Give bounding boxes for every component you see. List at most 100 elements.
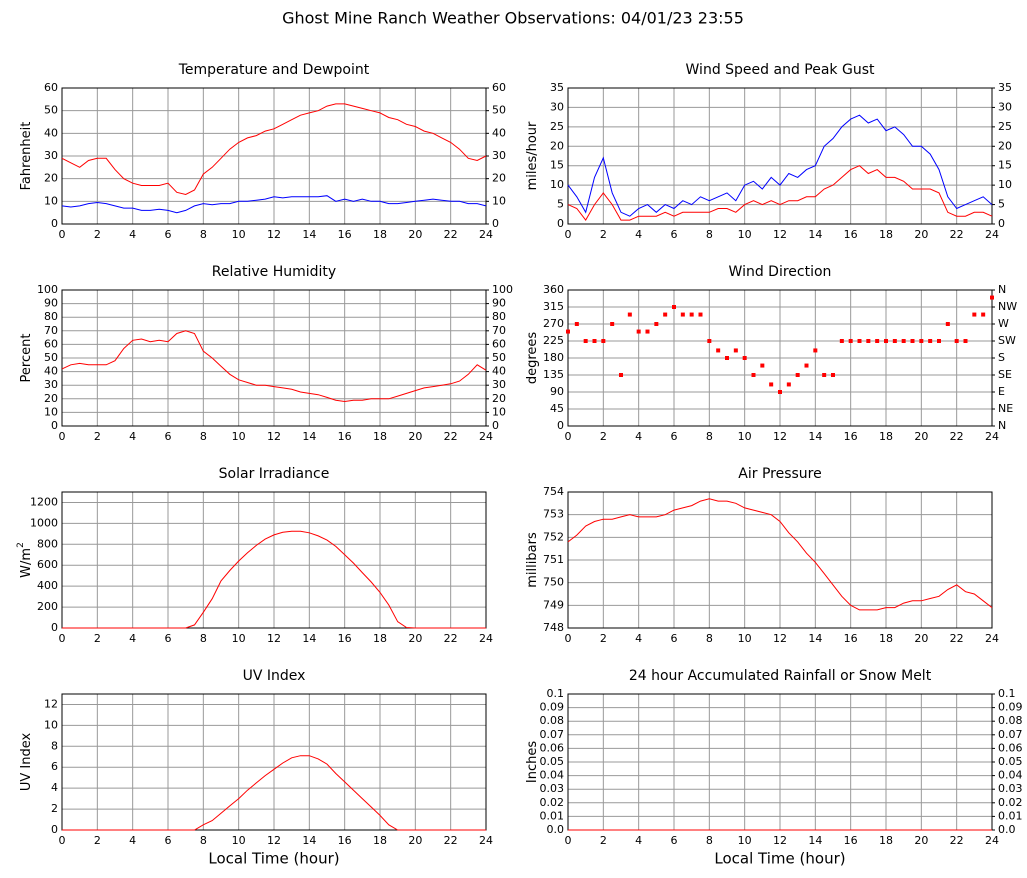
x-tick-label: 12: [267, 228, 281, 241]
x-tick-label: 4: [129, 430, 136, 443]
x-tick-label: 2: [600, 834, 607, 847]
y2-tick-label: 15: [998, 159, 1012, 172]
x-tick-label: 24: [985, 430, 999, 443]
y2-tick-label: N: [998, 419, 1006, 432]
x-tick-label: 0: [565, 834, 572, 847]
x-tick-label: 18: [373, 632, 387, 645]
chart-title: UV Index: [243, 668, 306, 684]
x-tick-label: 20: [914, 228, 928, 241]
data-point: [866, 339, 871, 343]
x-tick-label: 6: [671, 228, 678, 241]
y2-tick-label: 90: [492, 297, 506, 310]
x-tick-label: 22: [444, 834, 458, 847]
y2-tick-label: 20: [492, 392, 506, 405]
y2-tick-label: 0.04: [998, 769, 1023, 782]
x-tick-label: 10: [232, 228, 246, 241]
x-tick-label: 16: [844, 228, 858, 241]
x-tick-label: 4: [129, 228, 136, 241]
y-axis-label: UV Index: [19, 733, 34, 792]
data-point: [619, 373, 623, 377]
y-tick-label: 60: [44, 337, 58, 350]
y-tick-label: 600: [37, 558, 58, 571]
y-tick-label: 50: [44, 351, 58, 364]
y-tick-label: 754: [543, 485, 564, 498]
x-tick-label: 20: [914, 430, 928, 443]
x-tick-label: 12: [773, 632, 787, 645]
data-point: [848, 339, 853, 343]
y-tick-label: 749: [543, 598, 564, 611]
x-tick-label: 0: [59, 430, 66, 443]
data-point: [945, 322, 950, 326]
data-point: [654, 322, 659, 326]
y-tick-label: 0.1: [547, 687, 565, 700]
y-tick-label: 5: [557, 198, 564, 211]
y-tick-label: 6: [51, 760, 58, 773]
y-tick-label: 100: [37, 283, 58, 296]
y-axis-label: W/m2: [16, 542, 34, 578]
data-point: [795, 373, 800, 377]
y2-tick-label: NW: [998, 300, 1017, 313]
y-tick-label: 0: [51, 823, 58, 836]
y-tick-label: 80: [44, 310, 58, 323]
x-tick-label: 0: [565, 430, 572, 443]
y2-tick-label: 0: [998, 217, 1005, 230]
x-tick-label: 18: [879, 834, 893, 847]
x-tick-label: 18: [879, 632, 893, 645]
x-tick-label: 14: [302, 430, 316, 443]
x-tick-label: 4: [635, 228, 642, 241]
y-tick-label: 30: [44, 378, 58, 391]
x-tick-label: 24: [985, 834, 999, 847]
x-tick-label: 16: [338, 228, 352, 241]
x-tick-label: 22: [444, 430, 458, 443]
x-tick-label: 20: [408, 228, 422, 241]
y2-tick-label: N: [998, 283, 1006, 296]
y-tick-label: 10: [44, 194, 58, 207]
y-axis-label-text: UV Index: [19, 733, 34, 792]
y-tick-label: 751: [543, 553, 564, 566]
y2-tick-label: 0.05: [998, 755, 1023, 768]
y-axis-label-sup: 2: [16, 542, 26, 548]
data-point: [760, 363, 765, 368]
y2-tick-label: E: [998, 385, 1005, 398]
data-line: [62, 530, 486, 629]
y-tick-label: 8: [51, 739, 58, 752]
x-tick-label: 22: [950, 430, 964, 443]
y-tick-label: 10: [44, 405, 58, 418]
x-tick-label: 10: [232, 430, 246, 443]
y2-tick-label: 0.02: [998, 796, 1023, 809]
x-tick-label: 12: [773, 228, 787, 241]
y2-tick-label: 0.0: [998, 823, 1016, 836]
y-tick-label: 180: [543, 351, 564, 364]
chart-title: Solar Irradiance: [219, 466, 330, 482]
y-tick-label: 0.08: [540, 714, 565, 727]
y2-tick-label: 0.08: [998, 714, 1023, 727]
data-point: [778, 390, 782, 394]
x-tick-label: 10: [738, 228, 752, 241]
y-axis-label: Percent: [19, 334, 34, 383]
y-axis-label: Fahrenheit: [19, 122, 34, 191]
data-point: [875, 339, 880, 343]
y-tick-label: 0.06: [540, 741, 565, 754]
data-point: [981, 312, 986, 317]
data-point: [963, 339, 968, 343]
y-axis-label-text: millibars: [525, 532, 540, 588]
x-tick-label: 12: [773, 834, 787, 847]
y2-tick-label: 0: [492, 217, 499, 230]
y-tick-label: 12: [44, 697, 58, 710]
data-point: [954, 339, 959, 343]
y-tick-label: 35: [550, 81, 564, 94]
data-line: [567, 165, 993, 222]
x-axis-label: Local Time (hour): [208, 850, 339, 868]
x-tick-label: 8: [706, 228, 713, 241]
x-tick-label: 4: [129, 834, 136, 847]
data-point: [769, 382, 774, 387]
data-line: [567, 114, 993, 217]
chart-title: Wind Speed and Peak Gust: [686, 62, 875, 78]
data-point: [857, 339, 862, 343]
y-axis-label-text: Inches: [525, 741, 540, 783]
x-tick-label: 12: [267, 632, 281, 645]
x-tick-label: 6: [165, 632, 172, 645]
x-tick-label: 20: [914, 632, 928, 645]
